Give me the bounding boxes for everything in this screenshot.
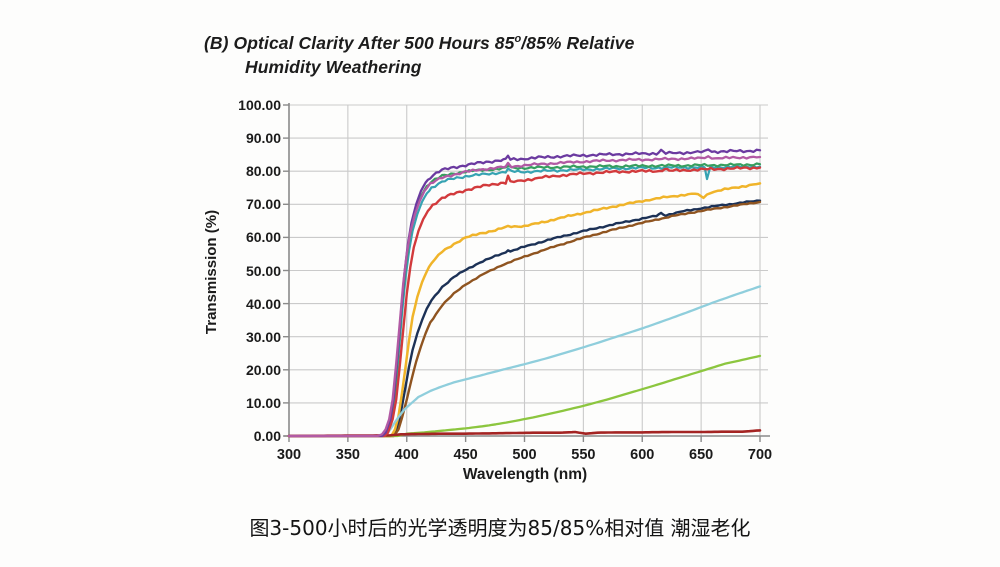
y-tick-label-50: 50.00 [245, 262, 281, 279]
x-tick-label-450: 450 [453, 447, 478, 463]
x-tick-label-350: 350 [335, 447, 360, 463]
chart-title-line2: Humidity Weathering [245, 57, 422, 78]
chart-title-superscript: o [514, 33, 522, 46]
y-axis-title: Transmission (%) [203, 209, 220, 335]
y-tick-label-80: 80.00 [245, 163, 281, 180]
x-tick-label-550: 550 [571, 447, 596, 463]
figure-caption: 图3-500小时后的光学透明度为85/85%相对值 潮湿老化 [249, 516, 751, 540]
y-tick-label-20: 20.00 [245, 361, 281, 378]
y-tick-label-100: 100.00 [238, 97, 281, 113]
y-tick-label-40: 40.00 [245, 295, 281, 312]
x-axis-title: Wavelength (nm) [462, 466, 588, 483]
x-tick-label-500: 500 [512, 447, 537, 463]
x-tick-label-650: 650 [689, 447, 714, 463]
y-tick-label-30: 30.00 [245, 328, 281, 345]
y-tick-label-90: 90.00 [245, 130, 281, 147]
y-tick-label-10: 10.00 [245, 394, 281, 411]
chart-title-text-pre: (B) Optical Clarity After 500 Hours 85 [204, 33, 515, 53]
y-tick-label-70: 70.00 [245, 196, 281, 213]
series-plum-sample [287, 155, 762, 438]
data-series [287, 148, 762, 438]
chart-title-line1: (B) Optical Clarity After 500 Hours 85o/… [204, 31, 634, 55]
x-tick-label-700: 700 [747, 447, 773, 463]
chart-title: (B) Optical Clarity After 500 Hours 85o/… [204, 31, 634, 79]
axes [283, 103, 770, 442]
gridlines [289, 104, 768, 436]
x-tick-label-400: 400 [394, 447, 419, 463]
y-tick-label-0: 0.00 [253, 428, 281, 444]
chart-title-text-post: /85% Relative [521, 33, 635, 53]
y-tick-label-60: 60.00 [245, 229, 281, 246]
x-tick-label-600: 600 [630, 447, 655, 463]
x-tick-label-300: 300 [276, 447, 302, 463]
